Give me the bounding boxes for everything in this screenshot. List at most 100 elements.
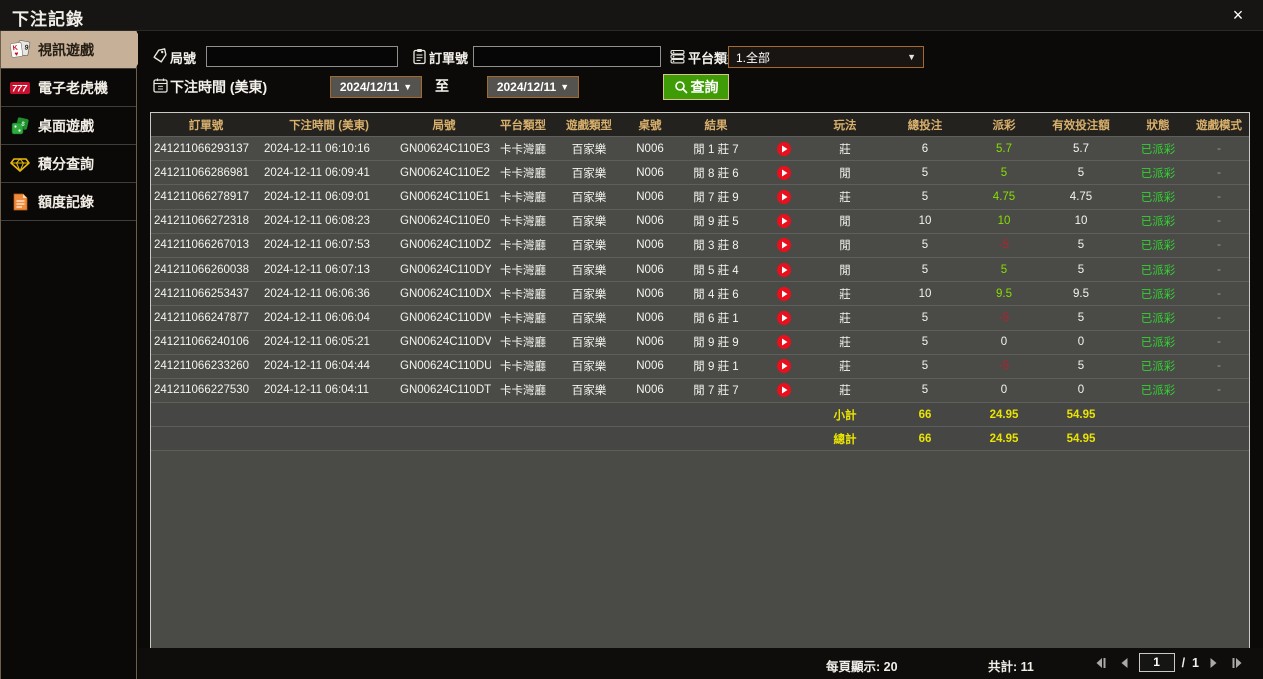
subtotal-row-payout: 24.95	[989, 408, 1019, 421]
table-games-icon: $	[9, 115, 31, 137]
cell-result: 閒 9 莊 9	[693, 337, 739, 350]
sidebar-item-label: 額度記錄	[38, 193, 94, 210]
play-video-icon[interactable]	[777, 238, 791, 253]
play-video-icon[interactable]	[777, 286, 791, 301]
play-video-icon[interactable]	[777, 359, 791, 374]
sidebar-item-label: 視訊遊戲	[38, 41, 94, 58]
platform-type-value: 1.全部	[736, 50, 771, 65]
cell-order: 241211066272318	[154, 215, 250, 228]
last-page-icon[interactable]	[1229, 655, 1245, 671]
cell-valid: 0	[1077, 336, 1085, 349]
cell-payout: 5	[1000, 166, 1008, 179]
cell-status: 已派彩	[1140, 288, 1176, 301]
search-button[interactable]: 查詢	[663, 74, 729, 100]
cell-platform: 卡卡灣廳	[500, 216, 546, 229]
cell-payout: -5	[998, 360, 1010, 373]
play-video-icon[interactable]	[777, 189, 791, 204]
platform-type-select[interactable]: 1.全部 ▼	[728, 46, 924, 68]
cell-game: 百家樂	[571, 385, 607, 398]
next-page-icon[interactable]	[1206, 655, 1222, 671]
column-header: 結果	[704, 119, 728, 132]
cell-mode: -	[1217, 384, 1221, 397]
round-no-input[interactable]	[206, 46, 398, 67]
column-header: 平台類型	[500, 119, 546, 132]
date-from-value: 2024/12/11	[339, 80, 400, 94]
cell-game: 百家樂	[571, 264, 607, 277]
column-header: 遊戲類型	[566, 119, 612, 132]
table-row: 241211066260038 2024-12-11 06:07:13 GN0062…	[151, 258, 1249, 283]
play-video-icon[interactable]	[777, 335, 791, 350]
first-page-icon[interactable]	[1093, 655, 1109, 671]
order-no-input[interactable]	[473, 46, 661, 67]
cell-status: 已派彩	[1140, 143, 1176, 156]
sidebar-item-table-games[interactable]: $ 桌面遊戲	[1, 107, 136, 145]
cell-payout: 9.5	[996, 287, 1012, 300]
cell-time: 2024-12-11 06:08:23	[264, 215, 370, 228]
cell-valid: 5.7	[1073, 142, 1089, 155]
current-page-input[interactable]: 1	[1138, 653, 1175, 672]
cell-mode: -	[1217, 336, 1221, 349]
cell-time: 2024-12-11 06:07:53	[264, 239, 370, 252]
tag-icon	[152, 48, 169, 65]
sidebar-item-video-games[interactable]: 9 K ♥ 視訊遊戲	[1, 31, 148, 69]
cell-status: 已派彩	[1140, 337, 1176, 350]
cell-platform: 卡卡灣廳	[500, 337, 546, 350]
svg-text:9: 9	[24, 44, 29, 52]
sidebar-item-credit-records[interactable]: 額度記錄	[1, 183, 136, 221]
play-video-icon[interactable]	[777, 262, 791, 277]
cell-total: 5	[921, 336, 929, 349]
grand-total-row-label: 總計	[833, 433, 857, 446]
column-header: 玩法	[833, 119, 857, 132]
sidebar-item-label: 桌面遊戲	[38, 117, 94, 134]
replay-cell	[755, 141, 813, 156]
cell-time: 2024-12-11 06:05:21	[264, 336, 370, 349]
cell-game: 百家樂	[571, 240, 607, 253]
replay-cell	[755, 214, 813, 229]
grand-total-row-payout: 24.95	[989, 432, 1019, 445]
cell-platform: 卡卡灣廳	[500, 361, 546, 374]
round-no-label: 局號	[170, 51, 197, 66]
cell-round: GN00624C110E3	[400, 142, 490, 155]
cell-payout: 4.75	[992, 190, 1016, 203]
cell-result: 閒 4 莊 6	[693, 288, 739, 301]
replay-cell	[755, 335, 813, 350]
table-row: 241211066272318 2024-12-11 06:08:23 GN0062…	[151, 210, 1249, 234]
cell-round: GN00624C110DZ	[400, 239, 491, 252]
date-to-select[interactable]: 2024/12/11 ▼	[487, 76, 579, 98]
prev-page-icon[interactable]	[1116, 655, 1132, 671]
play-video-icon[interactable]	[777, 310, 791, 325]
cell-play: 閒	[839, 240, 851, 253]
table-row: 241211066253437 2024-12-11 06:06:36 GN0062…	[151, 282, 1249, 307]
play-video-icon[interactable]	[777, 165, 791, 180]
cell-table-no: N006	[636, 239, 664, 252]
cell-total: 6	[921, 142, 929, 155]
cell-order: 241211066240106	[154, 336, 250, 349]
cell-total: 5	[921, 263, 929, 276]
cell-valid: 10	[1074, 215, 1088, 228]
column-header: 訂單號	[188, 119, 224, 132]
column-header: 總投注	[907, 119, 943, 132]
sidebar-item-slots[interactable]: 777 電子老虎機	[1, 69, 136, 107]
cell-result: 閒 9 莊 1	[693, 361, 739, 374]
play-video-icon[interactable]	[777, 214, 791, 229]
sidebar-item-points[interactable]: 積分查詢	[1, 145, 136, 183]
cell-platform: 卡卡灣廳	[500, 312, 546, 325]
grand-total-row-valid: 54.95	[1066, 432, 1096, 445]
cell-total: 5	[921, 166, 929, 179]
cell-result: 閒 7 莊 7	[693, 385, 739, 398]
grand-total-row-total: 66	[918, 432, 932, 445]
play-video-icon[interactable]	[777, 383, 791, 398]
date-from-select[interactable]: 2024/12/11 ▼	[330, 76, 422, 98]
cell-play: 莊	[839, 191, 851, 204]
cell-valid: 0	[1077, 384, 1085, 397]
play-video-icon[interactable]	[777, 141, 791, 156]
replay-cell	[755, 383, 813, 398]
close-icon[interactable]: ×	[1232, 5, 1244, 25]
cell-platform: 卡卡灣廳	[500, 288, 546, 301]
table-row: 241211066227530 2024-12-11 06:04:11 GN0062…	[151, 379, 1249, 404]
cell-result: 閒 7 莊 9	[693, 191, 739, 204]
cell-round: GN00624C110E0	[400, 215, 490, 228]
date-to-value: 2024/12/11	[496, 80, 557, 94]
cell-table-no: N006	[636, 360, 664, 373]
cell-mode: -	[1217, 142, 1221, 155]
